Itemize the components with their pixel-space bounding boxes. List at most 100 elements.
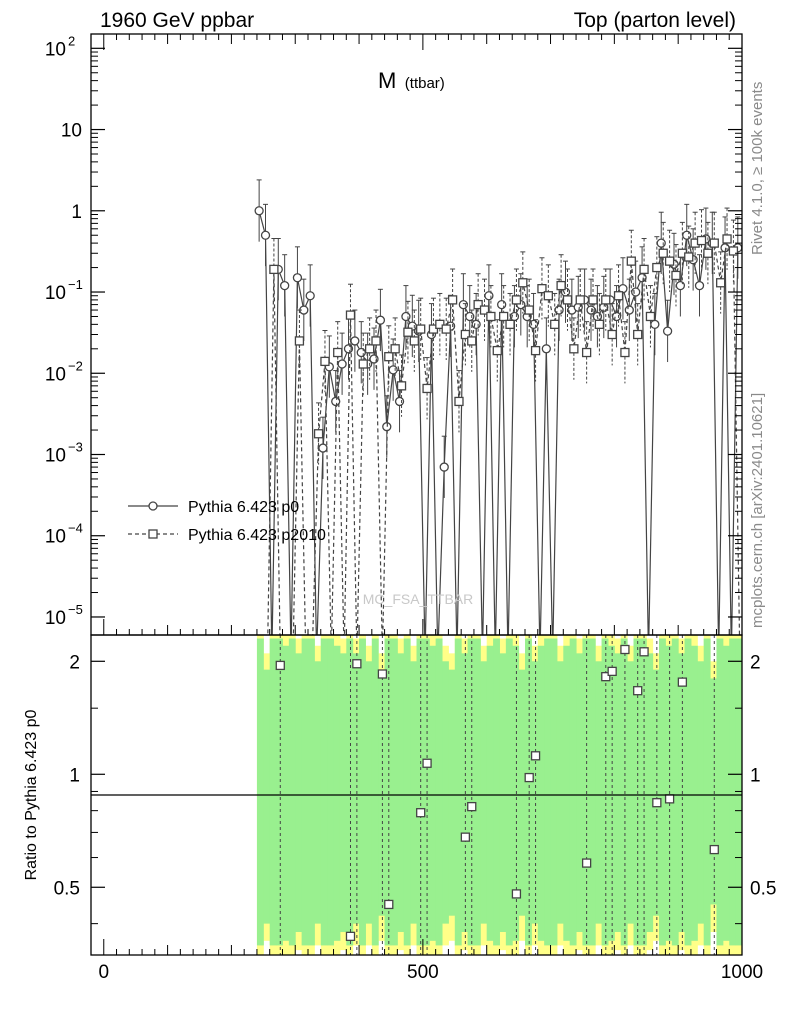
band-green-bin [652,669,660,916]
header-process: Top (parton level) [574,9,736,32]
data-point-p2010 [499,311,509,322]
band-green-bin [703,638,711,946]
series-line-1 [267,237,741,635]
band-green-bin [371,638,379,946]
data-point-p2010 [518,278,528,288]
data-point-p0 [356,347,366,358]
band-green-bin [512,645,520,941]
data-point-p2010 [313,429,324,439]
main-series [254,179,742,635]
data-point-p0 [292,273,303,283]
data-point-p0 [682,230,692,240]
band-green-bin [588,638,596,946]
analysis-watermark: MC_FSA_TTBAR [363,591,473,607]
band-green-bin [346,638,354,946]
ratio-frame [90,634,743,956]
ratio-point [467,801,477,812]
band-green-bin [397,653,405,933]
data-point-p0 [541,344,551,354]
band-green-bin [659,638,666,946]
band-green-bin [263,669,271,924]
ratio-point [345,931,356,942]
band-green-bin [729,638,737,946]
data-point-p2010 [409,336,419,346]
data-point-p2010 [543,291,553,301]
band-green-bin [576,653,583,933]
band-green-bin [390,638,398,946]
ratio-point [275,660,285,671]
band-green-bin [378,669,386,916]
data-point-p2010 [703,248,713,258]
data-point-p2010 [384,352,394,362]
band-green-bin [410,661,417,924]
band-green-bin [282,645,290,941]
band-green-bin [671,638,679,946]
data-point-p2010 [390,344,400,354]
band-green-bin [563,645,571,941]
data-point-p0 [662,326,673,336]
data-point-p2010 [684,252,694,262]
data-point-p0 [694,280,705,291]
data-point-p2010 [435,319,445,330]
y-tick-label: 10 [45,283,66,304]
band-green-bin [339,653,347,933]
data-point-p2010 [658,248,668,258]
data-point-p2010 [562,295,573,305]
band-green-bin [359,638,366,946]
series-line-0 [258,210,739,635]
y-tick-label: 10 [45,445,66,466]
band-green-bin [295,653,303,933]
ratio-point [607,666,617,677]
data-point-p2010 [556,280,566,291]
ratio-point [709,844,719,855]
data-point-p2010 [403,327,413,337]
data-point-p0 [350,336,360,346]
band-green-bin [518,669,526,916]
y-tick-label: 10 [45,364,66,385]
y-tick-exponent: −3 [68,439,83,454]
data-point-p0 [331,396,341,407]
data-point-p2010 [460,329,471,340]
ratio-point [639,647,649,657]
data-point-p2010 [505,319,515,330]
data-point-p2010 [454,396,464,407]
x-tick-label: 0 [98,962,109,983]
data-point-p0 [260,230,271,240]
band-green-bin [620,638,628,946]
ratio-y-tick-label: 0.5 [54,878,80,899]
band-green-bin [365,661,373,924]
y-tick-exponent: −2 [68,358,83,373]
data-point-p0 [624,305,634,315]
ratio-point [384,899,394,910]
data-point-p2010 [664,256,675,266]
data-point-p2010 [511,295,522,305]
y-tick-exponent: 2 [68,33,75,48]
ratio-point [581,858,592,868]
plot-title-sub: (ttbar) [405,75,445,92]
band-green-bin [633,638,641,946]
band-green-bin [442,661,449,924]
band-green-bin [607,645,615,941]
ratio-ylabel: Ratio to Pythia 6.423 p0 [23,710,40,881]
data-point-p0 [458,299,469,310]
data-point-p2010 [428,324,439,334]
band-green-bin [505,638,513,946]
ratio-point [664,794,675,804]
legend: Pythia 6.423 p0 Pythia 6.423 p2010 [128,499,326,544]
mcplots-label: mcplots.cern.ch [arXiv:2401.10621] [749,393,766,628]
band-green-bin [595,661,603,924]
band-green-bin [646,653,654,933]
ratio-point [511,889,522,899]
band-green-bin [480,661,488,924]
band-green-bin [639,638,647,946]
band-green-bin [276,638,283,946]
data-point-p2010 [696,235,707,246]
data-point-p2010 [371,336,381,346]
data-point-p2010 [575,295,585,305]
data-point-p0 [337,359,347,369]
header-energy: 1960 GeV ppbar [100,9,254,32]
band-green-bin [327,638,335,946]
y-tick-label: 10 [45,608,66,629]
data-point-p2010 [620,347,630,358]
